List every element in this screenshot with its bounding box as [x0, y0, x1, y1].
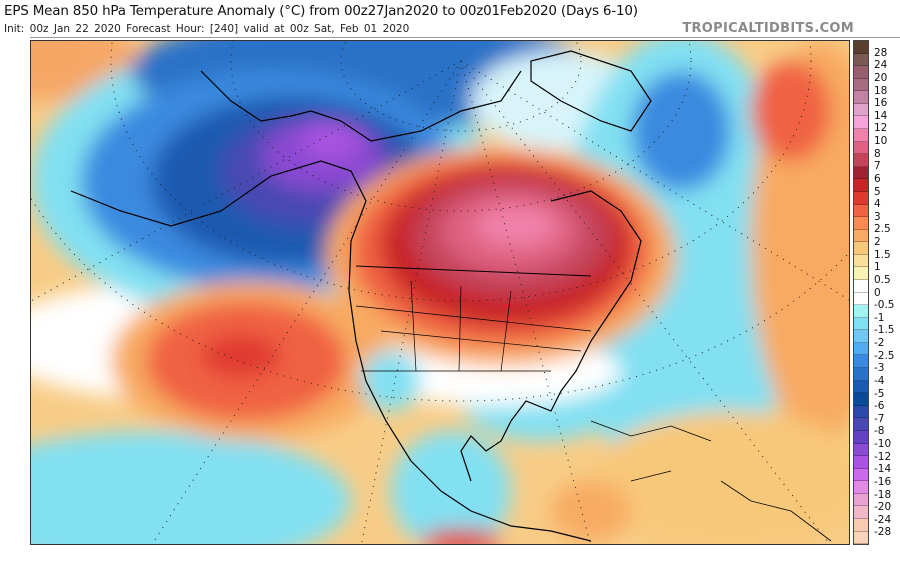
- colorbar-swatch: [854, 518, 868, 532]
- colorbar-swatch: [854, 91, 868, 104]
- colorbar-swatch: [854, 66, 868, 79]
- colorbar-swatch: [854, 166, 868, 180]
- colorbar-label: 2.5: [874, 223, 891, 236]
- colorbar-swatch: [854, 103, 868, 117]
- colorbar-label: -6: [874, 400, 885, 413]
- map-title: EPS Mean 850 hPa Temperature Anomaly (°C…: [4, 3, 638, 19]
- colorbar-swatch: [854, 179, 868, 192]
- header-divider: [30, 37, 900, 38]
- colorbar-label: 20: [874, 71, 888, 84]
- colorbar: [853, 40, 869, 545]
- colorbar-label: 6: [874, 172, 881, 185]
- colorbar-label: 0: [874, 286, 881, 299]
- colorbar-swatch: [854, 229, 868, 243]
- map-field: [31, 41, 849, 544]
- colorbar-label: 4: [874, 198, 881, 211]
- colorbar-label: -7: [874, 412, 885, 425]
- colorbar-label: 24: [874, 59, 888, 72]
- colorbar-swatch: [854, 154, 868, 167]
- colorbar-label: 0.5: [874, 273, 891, 286]
- colorbar-swatch: [854, 141, 868, 155]
- colorbar-swatch: [854, 217, 868, 230]
- colorbar-swatch: [854, 41, 868, 54]
- colorbar-swatch: [854, 53, 868, 67]
- map-subtitle: Init: 00z Jan 22 2020 Forecast Hour: [24…: [4, 23, 410, 35]
- colorbar-label: -4: [874, 374, 885, 387]
- colorbar-swatch: [854, 493, 868, 507]
- colorbar-label: 18: [874, 84, 888, 97]
- colorbar-label: -5: [874, 387, 885, 400]
- colorbar-label: -1: [874, 311, 885, 324]
- colorbar-swatch: [854, 468, 868, 482]
- colorbar-swatch: [854, 393, 868, 406]
- colorbar-label: 10: [874, 135, 888, 147]
- colorbar-label: -8: [874, 425, 885, 438]
- colorbar-label: 1.5: [874, 248, 891, 261]
- colorbar-swatch: [854, 418, 868, 431]
- colorbar-swatch: [854, 506, 868, 519]
- colorbar-labels: 28 24 20 18 16 14 12 10 8 7 6 5 4 3 2.5 2 1.5 1 0.5 0 -0.5 -1…: [874, 40, 900, 545]
- colorbar-swatch: [854, 368, 868, 381]
- colorbar-swatch: [854, 254, 868, 268]
- temperature-anomaly-map: [30, 40, 850, 545]
- colorbar-swatch: [854, 78, 868, 92]
- colorbar-label: -3: [874, 362, 885, 375]
- colorbar-swatch: [854, 305, 868, 318]
- colorbar-label: -16: [874, 475, 892, 488]
- colorbar-label: 2: [874, 236, 881, 248]
- colorbar-label: -28: [874, 526, 892, 539]
- colorbar-swatch: [854, 330, 868, 343]
- colorbar-label: -12: [874, 450, 892, 463]
- colorbar-label: 5: [874, 185, 881, 198]
- colorbar-label: 12: [874, 122, 888, 135]
- colorbar-swatch: [854, 342, 868, 356]
- anomaly-shading: [31, 41, 849, 544]
- colorbar-swatch: [854, 456, 868, 469]
- colorbar-label: 14: [874, 109, 888, 122]
- colorbar-swatch: [854, 279, 868, 293]
- colorbar-label: -10: [874, 438, 892, 450]
- colorbar-label: -0.5: [874, 299, 895, 312]
- colorbar-label: -24: [874, 513, 892, 526]
- colorbar-swatch: [854, 204, 868, 218]
- colorbar-label: 16: [874, 97, 888, 110]
- colorbar-label: -2.5: [874, 349, 895, 362]
- colorbar-label: -2: [874, 337, 885, 349]
- colorbar-swatch: [854, 191, 868, 205]
- colorbar-label: -20: [874, 501, 892, 514]
- colorbar-swatch: [854, 380, 868, 394]
- colorbar-label: 3: [874, 210, 881, 223]
- colorbar-label: 1: [874, 261, 881, 274]
- colorbar-swatch: [854, 267, 868, 280]
- coastlines: [70, 50, 832, 542]
- colorbar-swatch: [854, 317, 868, 331]
- colorbar-swatch: [854, 430, 868, 444]
- colorbar-swatch: [854, 405, 868, 419]
- brand-watermark: TROPICALTIDBITS.COM: [682, 21, 854, 36]
- colorbar-swatch: [854, 443, 868, 457]
- colorbar-swatch: [854, 531, 868, 545]
- colorbar-swatch: [854, 242, 868, 255]
- colorbar-label: 28: [874, 46, 888, 59]
- colorbar-swatch: [854, 116, 868, 130]
- colorbar-swatch: [854, 129, 868, 142]
- colorbar-label: 7: [874, 160, 881, 173]
- colorbar-swatch: [854, 355, 868, 369]
- colorbar-swatch: [854, 481, 868, 494]
- colorbar-label: -1.5: [874, 324, 895, 337]
- graticule: [31, 41, 849, 544]
- colorbar-label: -18: [874, 488, 892, 501]
- colorbar-swatch: [854, 292, 868, 306]
- colorbar-label: 8: [874, 147, 881, 160]
- colorbar-label: -14: [874, 463, 892, 476]
